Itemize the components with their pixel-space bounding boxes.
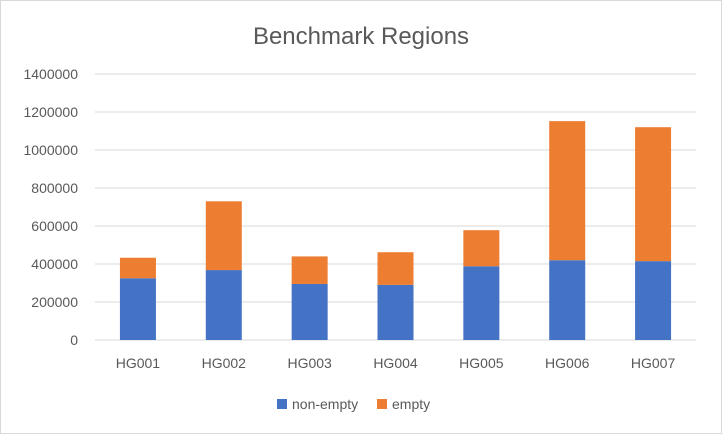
bar-empty-HG003: [291, 256, 328, 284]
bar-empty-HG005: [463, 230, 500, 267]
y-tick-label: 1400000: [23, 66, 78, 82]
x-tick-label: HG007: [631, 355, 676, 371]
bar-empty-HG001: [119, 257, 156, 279]
x-tick-label: HG005: [459, 355, 504, 371]
bar-non-empty-HG001: [119, 278, 156, 340]
x-tick-label: HG001: [116, 355, 161, 371]
x-tick-label: HG006: [545, 355, 590, 371]
bar-non-empty-HG006: [549, 260, 586, 340]
bar-empty-HG006: [549, 121, 586, 261]
bar-non-empty-HG003: [291, 283, 328, 340]
bar-empty-HG007: [635, 127, 672, 262]
bar-empty-HG004: [377, 252, 414, 285]
x-tick-label: HG003: [287, 355, 332, 371]
x-tick-label: HG004: [373, 355, 418, 371]
bar-non-empty-HG005: [463, 266, 500, 340]
bar-non-empty-HG004: [377, 284, 414, 340]
y-tick-label: 400000: [31, 256, 78, 272]
y-tick-label: 1200000: [23, 104, 78, 120]
y-tick-label: 200000: [31, 294, 78, 310]
y-tick-label: 800000: [31, 180, 78, 196]
bar-empty-HG002: [205, 201, 242, 271]
legend-swatch-non-empty: [277, 399, 287, 409]
y-tick-label: 1000000: [23, 142, 78, 158]
legend: non-empty empty: [277, 396, 430, 412]
x-tick-label: HG002: [202, 355, 247, 371]
gridlines: [95, 73, 696, 341]
bars: [119, 121, 672, 340]
legend-label-non-empty: non-empty: [292, 396, 358, 412]
chart-title: Benchmark Regions: [253, 23, 469, 50]
legend-label-empty: empty: [392, 396, 430, 412]
y-axis-ticks: 0 200000 400000 600000 800000 1000000 1200000 1…: [23, 66, 78, 348]
bar-non-empty-HG002: [205, 270, 242, 340]
bar-non-empty-HG007: [635, 261, 672, 340]
x-axis-ticks: HG001 HG002 HG003 HG004 HG005 HG006 HG007: [116, 355, 676, 371]
y-tick-label: 0: [70, 332, 78, 348]
legend-swatch-empty: [377, 399, 387, 409]
y-tick-label: 600000: [31, 218, 78, 234]
